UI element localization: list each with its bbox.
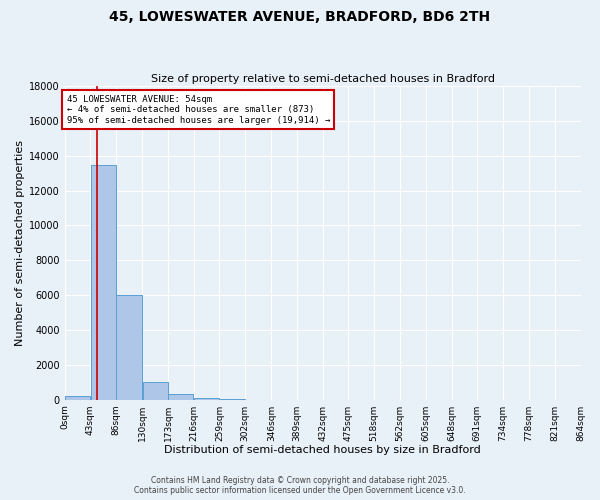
Bar bbox=[116, 295, 142, 400]
Title: Size of property relative to semi-detached houses in Bradford: Size of property relative to semi-detach… bbox=[151, 74, 494, 84]
Bar bbox=[194, 398, 219, 400]
Text: 45 LOWESWATER AVENUE: 54sqm
← 4% of semi-detached houses are smaller (873)
95% o: 45 LOWESWATER AVENUE: 54sqm ← 4% of semi… bbox=[67, 95, 330, 124]
Text: Contains HM Land Registry data © Crown copyright and database right 2025.
Contai: Contains HM Land Registry data © Crown c… bbox=[134, 476, 466, 495]
Text: 45, LOWESWATER AVENUE, BRADFORD, BD6 2TH: 45, LOWESWATER AVENUE, BRADFORD, BD6 2TH bbox=[109, 10, 491, 24]
X-axis label: Distribution of semi-detached houses by size in Bradford: Distribution of semi-detached houses by … bbox=[164, 445, 481, 455]
Bar bbox=[168, 394, 193, 400]
Bar bbox=[143, 382, 168, 400]
Y-axis label: Number of semi-detached properties: Number of semi-detached properties bbox=[15, 140, 25, 346]
Bar bbox=[91, 164, 116, 400]
Bar bbox=[65, 396, 90, 400]
Bar bbox=[220, 398, 245, 400]
